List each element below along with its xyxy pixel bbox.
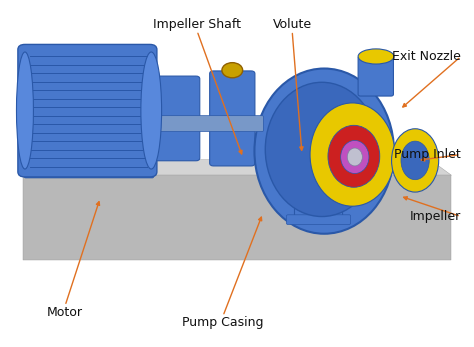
Ellipse shape — [265, 82, 378, 217]
Ellipse shape — [392, 129, 438, 192]
Ellipse shape — [310, 103, 395, 206]
Text: Volute: Volute — [273, 18, 312, 31]
Text: Pump Inlet: Pump Inlet — [394, 148, 461, 161]
Polygon shape — [23, 160, 451, 175]
Ellipse shape — [401, 141, 429, 180]
FancyBboxPatch shape — [147, 76, 200, 161]
Ellipse shape — [341, 141, 369, 174]
Ellipse shape — [222, 63, 243, 78]
Ellipse shape — [17, 52, 34, 169]
FancyBboxPatch shape — [286, 215, 351, 225]
FancyBboxPatch shape — [150, 116, 264, 132]
Ellipse shape — [255, 68, 394, 234]
Text: Motor: Motor — [47, 306, 83, 319]
FancyBboxPatch shape — [294, 170, 343, 220]
FancyBboxPatch shape — [25, 168, 154, 178]
Ellipse shape — [358, 49, 394, 64]
Text: Impeller Shaft: Impeller Shaft — [153, 18, 241, 31]
Ellipse shape — [347, 148, 362, 166]
Text: Impeller: Impeller — [410, 210, 461, 223]
Ellipse shape — [328, 125, 380, 187]
Text: Exit Nozzle: Exit Nozzle — [392, 50, 461, 63]
Polygon shape — [23, 175, 451, 260]
Ellipse shape — [141, 52, 162, 169]
FancyBboxPatch shape — [18, 44, 157, 177]
FancyBboxPatch shape — [358, 57, 393, 96]
Text: Pump Casing: Pump Casing — [182, 316, 264, 329]
FancyBboxPatch shape — [210, 71, 255, 166]
